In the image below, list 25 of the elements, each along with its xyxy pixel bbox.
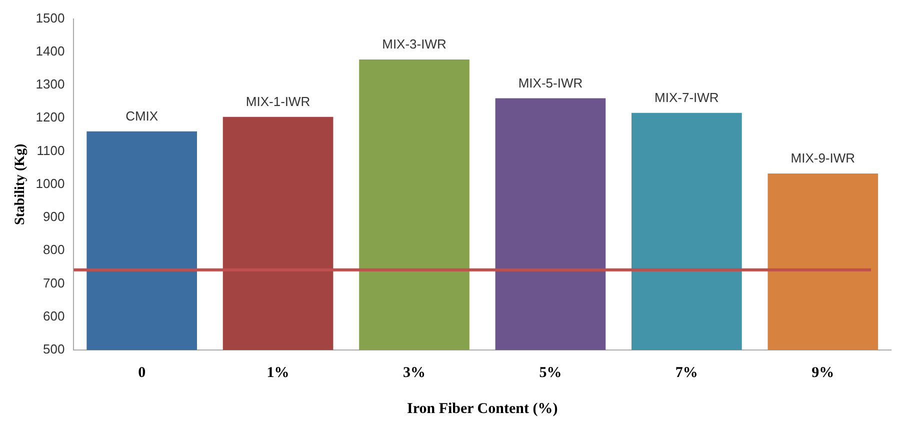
y-tick-label: 900 (43, 209, 65, 224)
annotation: MIX-9-IWR (790, 150, 856, 166)
y-tick-label: 1000 (36, 176, 65, 191)
y-tick-label: 500 (43, 342, 65, 357)
y-tick-label: 1500 (36, 10, 65, 26)
x-tick-label: 0 (138, 364, 146, 381)
x-tick-label: 9% (812, 364, 834, 381)
annotation: MIX-5-IWR (518, 75, 583, 90)
x-tick-label: 1% (266, 364, 290, 381)
x-tick-label: 3% (403, 364, 426, 381)
annotation: MIX-3-IWR (382, 36, 446, 52)
annotation: MIX-1-IWR (246, 94, 310, 109)
y-axis-title: Stability (Kg) (13, 143, 28, 226)
x-tick-label: 5% (539, 364, 562, 381)
x-axis-title: Iron Fiber Content (%) (407, 400, 558, 417)
y-tick-label: 800 (43, 242, 65, 258)
y-tick-label: 1100 (36, 142, 65, 158)
y-tick-label: 600 (43, 308, 65, 324)
annotation: CMIX (126, 108, 158, 124)
y-tick-label: 700 (43, 275, 65, 290)
annotation: MIX-7-IWR (654, 90, 719, 105)
y-tick-label: 1300 (36, 76, 65, 92)
y-tick-label: 1400 (36, 44, 65, 58)
y-tick-label: 1200 (36, 110, 65, 125)
x-tick-label: 7% (675, 364, 698, 381)
